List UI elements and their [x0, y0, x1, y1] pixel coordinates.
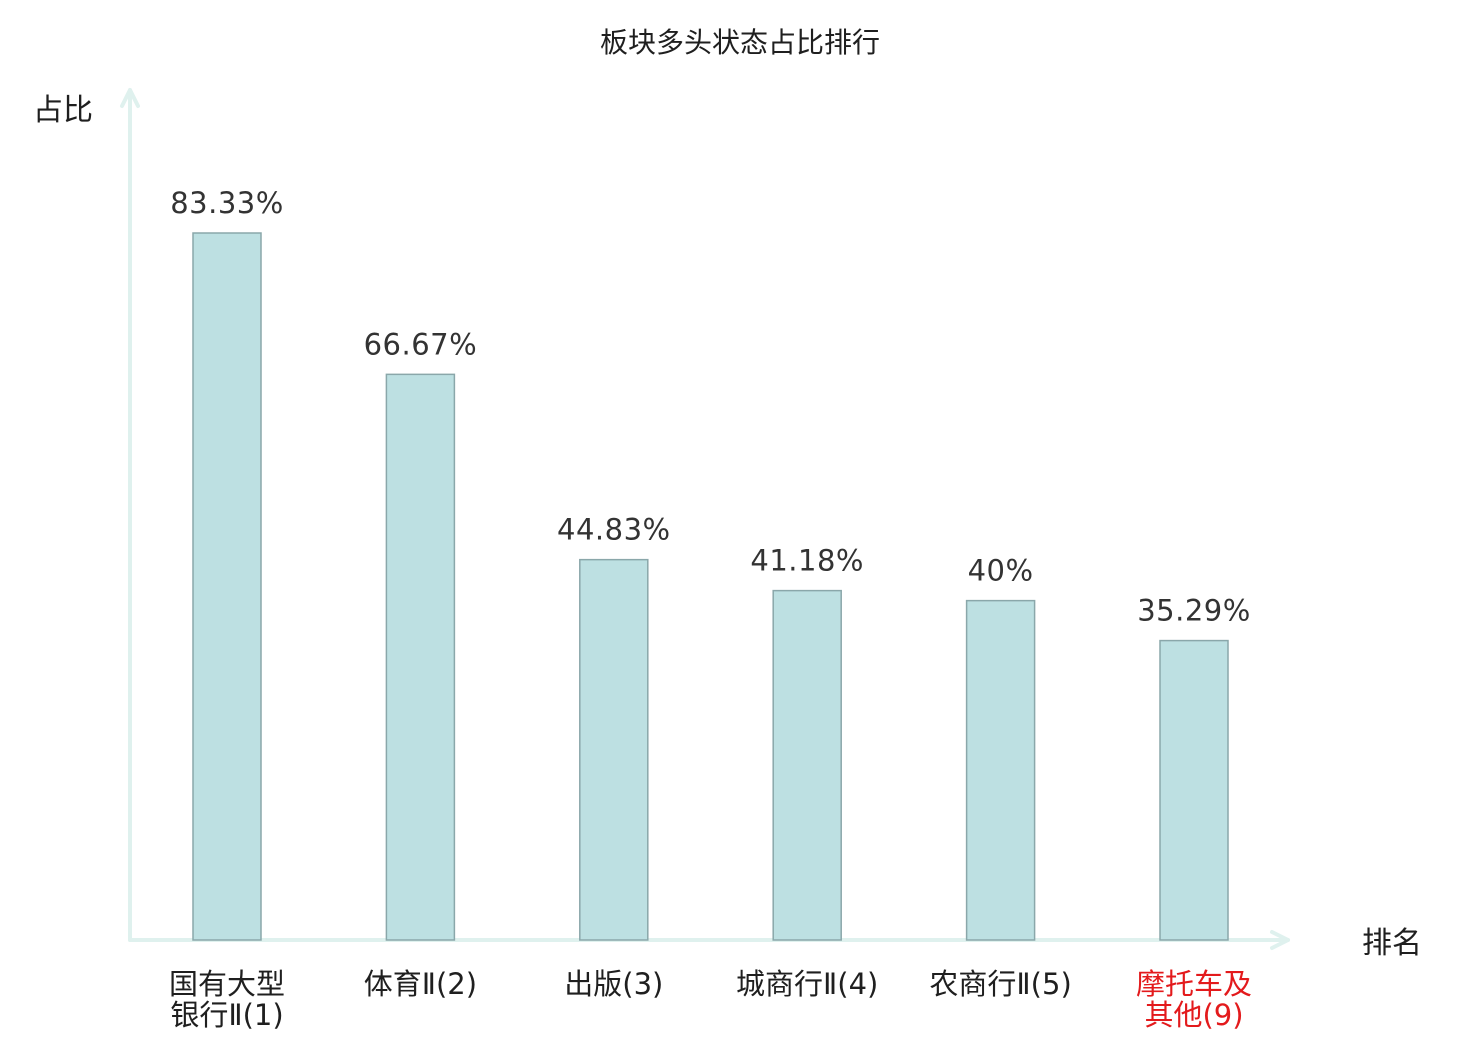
- bar-value-label-4: 41.18%: [750, 544, 864, 578]
- chart-title: 板块多头状态占比排行: [600, 26, 880, 59]
- x-tick-label-6-line-2: 其他(9): [1144, 998, 1243, 1032]
- bar-2: [385, 373, 456, 941]
- bar-value-label-1: 83.33%: [170, 186, 284, 220]
- bar-1: [192, 232, 262, 941]
- x-tick-label-1: 国有大型银行Ⅱ(1): [169, 967, 285, 1032]
- bar-3: [579, 558, 649, 941]
- x-tick-label-5: 农商行Ⅱ(5): [929, 967, 1071, 1001]
- y-axis-label: 占比: [33, 93, 93, 128]
- labels: 83.33% 国有大型银行Ⅱ(1) 66.67% 体育Ⅱ(2) 44.83% 出版(3) 4…: [169, 186, 1252, 1032]
- bar-5: [965, 599, 1036, 941]
- x-tick-label-3-line-1: 出版(3): [564, 967, 663, 1001]
- x-tick-label-2-line-1: 体育Ⅱ(2): [364, 967, 477, 1001]
- bar-4: [772, 589, 842, 941]
- x-tick-label-4: 城商行Ⅱ(4): [736, 967, 878, 1001]
- axes: [120, 88, 1290, 950]
- y-axis-arrow: [120, 88, 140, 108]
- x-tick-label-6-line-1: 摩托车及: [1136, 967, 1252, 1001]
- x-tick-label-3: 出版(3): [564, 967, 663, 1001]
- x-tick-label-1-line-2: 银行Ⅱ(1): [170, 998, 283, 1032]
- bar-value-label-5: 40%: [968, 554, 1034, 588]
- bar-value-label-6: 35.29%: [1137, 594, 1251, 628]
- bar-6: [1159, 639, 1229, 941]
- x-tick-label-2: 体育Ⅱ(2): [364, 967, 477, 1001]
- bar-value-label-2: 66.67%: [364, 327, 478, 361]
- bar-value-label-3: 44.83%: [557, 513, 671, 547]
- x-axis-label: 排名: [1362, 926, 1422, 961]
- x-tick-label-5-line-1: 农商行Ⅱ(5): [929, 967, 1071, 1001]
- x-tick-label-6: 摩托车及其他(9): [1136, 967, 1252, 1032]
- x-tick-label-4-line-1: 城商行Ⅱ(4): [736, 967, 878, 1001]
- bars: [192, 232, 1229, 941]
- x-axis-arrow: [1270, 930, 1290, 950]
- x-tick-label-1-line-1: 国有大型: [169, 967, 285, 1001]
